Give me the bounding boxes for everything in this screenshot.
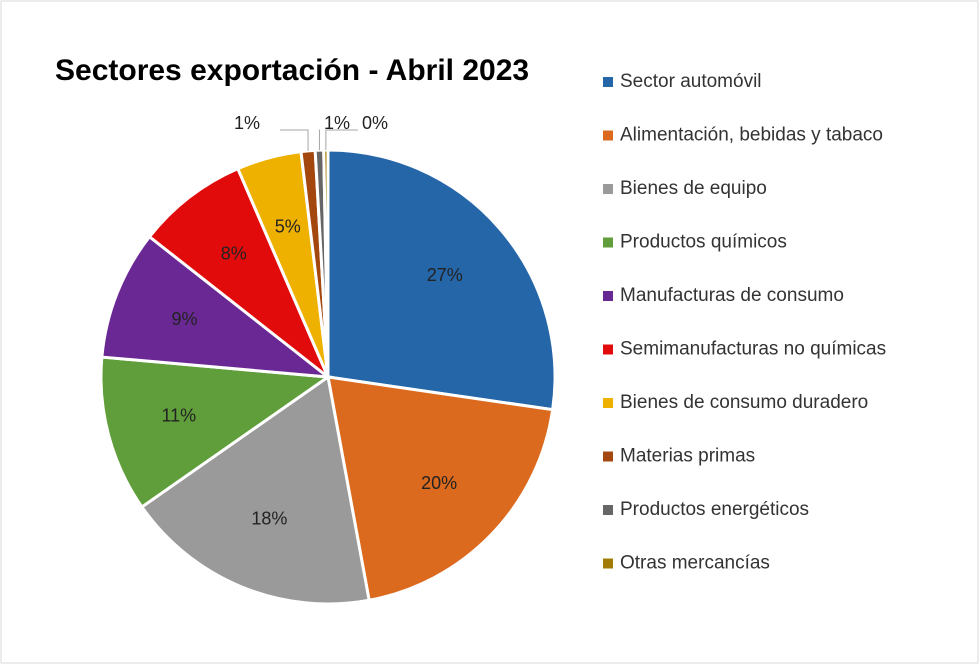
legend-marker xyxy=(603,77,613,87)
leader-line xyxy=(325,129,358,151)
legend-label: Otras mercancías xyxy=(620,553,770,574)
legend-marker xyxy=(603,451,613,462)
chart-title: Sectores exportación - Abril 2023 xyxy=(55,54,529,87)
legend-marker xyxy=(603,184,613,194)
pie-slice xyxy=(139,374,371,606)
data-label: 1% xyxy=(324,113,350,133)
legend-marker xyxy=(603,237,613,248)
data-label: 20% xyxy=(421,473,457,493)
pie-slice xyxy=(100,234,333,379)
legend-label: Productos químicos xyxy=(620,232,787,253)
legend-marker xyxy=(603,344,613,355)
leader-line xyxy=(280,129,309,151)
data-label: 8% xyxy=(221,243,247,263)
legend-marker xyxy=(603,558,613,569)
legend-label: Manufacturas de consumo xyxy=(620,285,844,306)
data-label: 9% xyxy=(171,309,197,329)
pie-slice xyxy=(99,355,333,510)
legend-marker xyxy=(603,398,613,408)
data-label: 0% xyxy=(362,113,388,133)
pie-slice xyxy=(326,148,557,412)
pie-slice xyxy=(326,375,555,602)
legend-label: Semimanufacturas no químicas xyxy=(620,339,886,360)
pie-slice xyxy=(147,166,330,379)
data-label: 18% xyxy=(251,509,287,529)
data-label: 27% xyxy=(427,265,463,285)
data-label: 5% xyxy=(275,217,301,237)
legend-label: Bienes de consumo duradero xyxy=(620,392,868,413)
leader-line xyxy=(318,129,320,151)
legend-marker xyxy=(603,505,613,515)
legend-marker xyxy=(603,130,613,141)
legend-label: Sector automóvil xyxy=(620,71,762,92)
legend-label: Alimentación, bebidas y tabaco xyxy=(620,125,883,146)
legend-label: Materias primas xyxy=(620,446,755,467)
legend-label: Productos energéticos xyxy=(620,499,809,520)
data-label: 1% xyxy=(234,113,260,133)
legend-marker xyxy=(603,291,613,301)
legend-label: Bienes de equipo xyxy=(620,178,767,199)
data-label: 11% xyxy=(162,406,197,426)
